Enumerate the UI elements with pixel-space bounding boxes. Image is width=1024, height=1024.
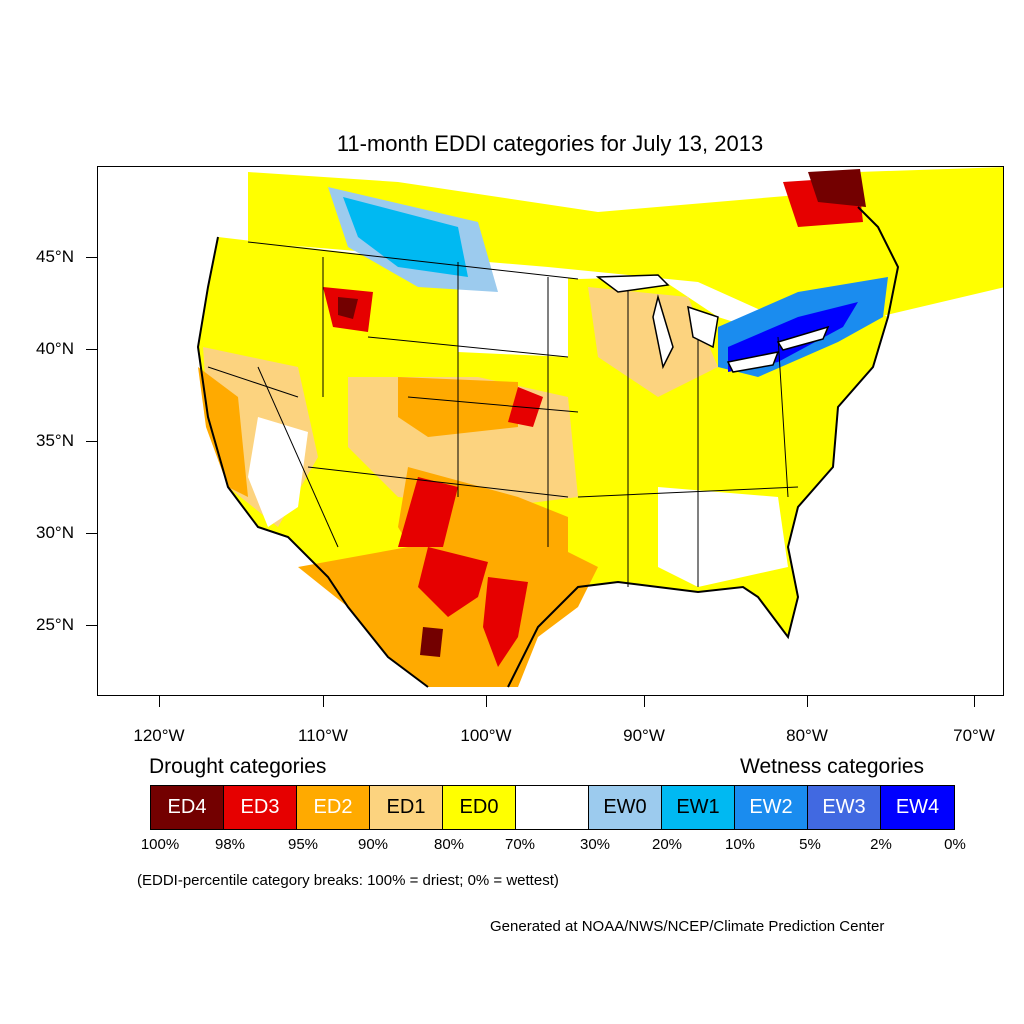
lon-tick-110	[323, 696, 324, 707]
lat-tick-25	[86, 625, 97, 626]
lon-label-70: 70°W	[953, 726, 995, 745]
legend-box-ed2: ED2	[297, 786, 370, 829]
ed3-plains	[398, 477, 458, 547]
pct-break: 5%	[799, 836, 821, 853]
eddi-map	[97, 166, 1004, 696]
legend-box-ew2: EW2	[735, 786, 808, 829]
legend-box-ed4: ED4	[151, 786, 224, 829]
pct-break: 2%	[870, 836, 892, 853]
legend-box-ed0: ED0	[443, 786, 516, 829]
lon-tick-70	[974, 696, 975, 707]
map-canvas	[196, 167, 1003, 688]
ed2-calif	[198, 367, 248, 497]
normal-southeast	[658, 487, 788, 587]
ed4-maine	[808, 169, 866, 207]
pct-break: 0%	[944, 836, 966, 853]
ed3-texas	[418, 547, 488, 617]
legend-colorbar: ED4 ED3 ED2 ED1 ED0 EW0 EW1 EW2 EW3 EW4	[150, 785, 955, 830]
category-note: (EDDI-percentile category breaks: 100% =…	[137, 872, 559, 889]
legend-box-ed3: ED3	[224, 786, 297, 829]
lon-label-100: 100°W	[460, 726, 512, 745]
wetness-heading: Wetness categories	[740, 755, 925, 778]
pct-break: 30%	[579, 836, 611, 853]
pct-break: 100%	[140, 836, 180, 853]
pct-break: 10%	[724, 836, 756, 853]
legend-box-normal	[516, 786, 589, 829]
lon-label-120: 120°W	[133, 726, 185, 745]
lat-label-35: 35°N	[36, 431, 74, 450]
pct-break: 90%	[357, 836, 389, 853]
legend-box-ed1: ED1	[370, 786, 443, 829]
lat-label-25: 25°N	[36, 615, 74, 634]
normal-greatbasin	[248, 417, 308, 527]
map-title: 11-month EDDI categories for July 13, 20…	[336, 131, 764, 156]
lon-tick-120	[159, 696, 160, 707]
legend-box-ew1: EW1	[662, 786, 735, 829]
lat-tick-40	[86, 349, 97, 350]
pct-break: 98%	[214, 836, 246, 853]
coastline	[196, 206, 900, 688]
legend-box-ew0: EW0	[589, 786, 662, 829]
ed1-midwest	[588, 287, 718, 397]
lat-label-45: 45°N	[36, 247, 74, 266]
drought-heading: Drought categories	[149, 755, 327, 778]
state-boundaries	[207, 241, 799, 587]
great-lakes	[595, 274, 830, 373]
lat-tick-45	[86, 257, 97, 258]
pct-break: 95%	[287, 836, 319, 853]
lon-label-110: 110°W	[298, 726, 348, 745]
ed4-montana	[338, 297, 358, 319]
ed4-texas	[420, 627, 443, 657]
lon-label-80: 80°W	[786, 726, 828, 745]
lat-tick-35	[86, 441, 97, 442]
pct-break: 70%	[504, 836, 536, 853]
lat-label-30: 30°N	[36, 523, 74, 542]
lon-label-90: 90°W	[623, 726, 665, 745]
credit-text: Generated at NOAA/NWS/NCEP/Climate Predi…	[490, 918, 885, 935]
legend-box-ew4: EW4	[881, 786, 954, 829]
lon-tick-100	[486, 696, 487, 707]
lat-tick-30	[86, 533, 97, 534]
ed3-gulf	[483, 577, 528, 667]
lon-tick-90	[644, 696, 645, 707]
wet-north-core	[343, 197, 468, 277]
pct-break: 80%	[433, 836, 465, 853]
legend-box-ew3: EW3	[808, 786, 881, 829]
pct-break: 20%	[651, 836, 683, 853]
lat-label-40: 40°N	[36, 339, 74, 358]
lon-tick-80	[807, 696, 808, 707]
